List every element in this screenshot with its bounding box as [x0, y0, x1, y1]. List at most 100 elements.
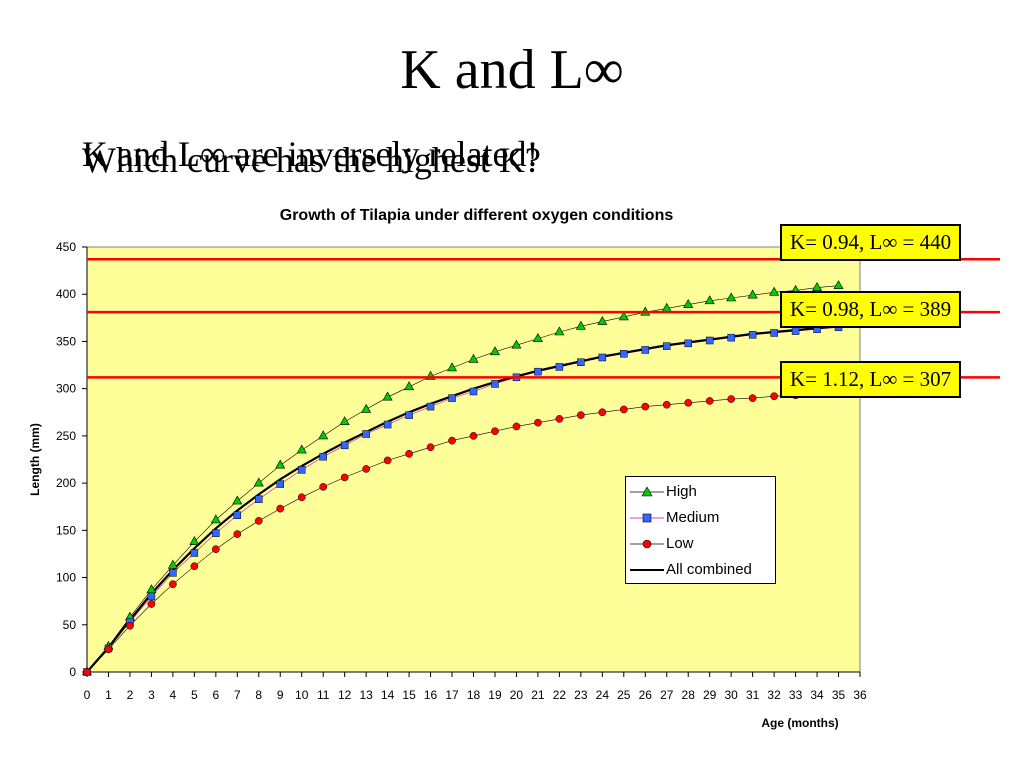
x-tick-label: 23 — [574, 688, 588, 702]
y-tick-label: 100 — [56, 571, 76, 585]
x-tick-label: 17 — [445, 688, 459, 702]
x-tick-label: 21 — [531, 688, 545, 702]
annotation-box-low: K= 1.12, L∞ = 307 — [780, 361, 962, 398]
x-tick-label: 26 — [639, 688, 653, 702]
x-tick-label: 5 — [191, 688, 198, 702]
point-medium — [770, 329, 778, 337]
point-medium — [233, 511, 242, 519]
point-low — [276, 504, 285, 513]
point-low — [405, 449, 413, 458]
series-line-low — [86, 395, 796, 673]
point-low — [684, 398, 693, 407]
point-low — [297, 493, 306, 502]
point-low — [770, 392, 778, 401]
x-tick-label: 34 — [810, 688, 824, 702]
x-tick-label: 13 — [359, 688, 373, 702]
point-medium — [383, 420, 392, 429]
x-tick-label: 11 — [317, 688, 330, 702]
point-high — [253, 477, 264, 487]
point-medium — [684, 339, 692, 348]
point-high — [597, 315, 608, 325]
slide-title: K and L∞ — [400, 39, 624, 101]
x-tick-label: 10 — [295, 688, 309, 702]
point-high — [275, 459, 286, 469]
x-tick-label: 18 — [467, 688, 481, 702]
y-tick-label: 150 — [56, 523, 76, 537]
point-low — [104, 645, 113, 654]
x-tick-label: 2 — [127, 688, 134, 702]
y-tick-label: 400 — [56, 287, 76, 301]
point-low — [233, 530, 242, 538]
point-low — [598, 408, 607, 417]
x-tick-label: 16 — [424, 688, 438, 702]
point-low — [426, 443, 435, 452]
point-high — [833, 280, 844, 290]
x-tick-label: 25 — [617, 688, 631, 702]
point-medium — [663, 342, 671, 350]
point-medium — [705, 336, 714, 345]
y-tick-label: 50 — [63, 618, 77, 632]
x-axis-label: Age (months) — [761, 716, 838, 730]
legend-item-medium: Medium — [626, 505, 775, 531]
chart-legend: High Medium Low All combined — [625, 476, 776, 584]
point-low — [83, 668, 91, 676]
subtitle-inverse-relation: K and L∞ are inversely related! — [82, 134, 539, 174]
x-tick-label: 24 — [596, 688, 610, 702]
x-tick-label: 33 — [789, 688, 803, 702]
chart-title: Growth of Tilapia under different oxygen… — [280, 207, 674, 224]
legend-line-marker-icon — [630, 569, 664, 571]
legend-circle-marker-icon — [630, 539, 664, 549]
point-medium — [448, 394, 456, 402]
point-medium — [340, 441, 349, 450]
x-tick-label: 28 — [682, 688, 696, 702]
point-medium — [297, 466, 306, 474]
point-low — [126, 621, 134, 630]
point-medium — [190, 549, 199, 557]
point-low — [169, 580, 177, 589]
legend-triangle-marker-icon — [630, 486, 664, 497]
y-tick-label: 350 — [56, 334, 76, 348]
y-tick-label: 300 — [56, 382, 76, 396]
x-tick-label: 15 — [402, 688, 416, 702]
y-axis-label: Length (mm) — [28, 423, 42, 496]
point-high — [318, 430, 329, 440]
legend-label-medium: Medium — [666, 509, 720, 526]
legend-item-combined: All combined — [626, 557, 775, 583]
point-low — [383, 456, 392, 465]
y-tick-label: 200 — [56, 476, 76, 490]
point-medium — [319, 452, 327, 461]
point-medium — [255, 495, 263, 503]
legend-label-combined: All combined — [666, 561, 752, 578]
point-low — [147, 600, 156, 608]
legend-item-low: Low — [626, 531, 775, 557]
x-tick-label: 1 — [105, 688, 112, 702]
point-low — [641, 402, 650, 411]
x-tick-label: 3 — [148, 688, 155, 702]
point-high — [726, 292, 737, 302]
x-tick-label: 35 — [832, 688, 846, 702]
point-medium — [362, 430, 370, 438]
legend-label-low: Low — [666, 535, 694, 552]
point-medium — [555, 363, 564, 371]
point-high — [339, 416, 350, 426]
point-low — [619, 405, 628, 414]
point-medium — [727, 333, 735, 342]
x-tick-label: 7 — [234, 688, 241, 702]
point-low — [190, 562, 199, 571]
x-tick-label: 8 — [255, 688, 262, 702]
x-tick-label: 30 — [724, 688, 738, 702]
point-medium — [147, 592, 156, 601]
y-tick-label: 450 — [56, 240, 76, 254]
point-low — [577, 411, 585, 419]
point-low — [512, 422, 521, 431]
point-low — [319, 483, 328, 491]
annotation-box-medium: K= 0.98, L∞ = 389 — [780, 291, 962, 328]
point-low — [705, 397, 714, 405]
point-high — [704, 295, 715, 305]
legend-item-high: High — [626, 479, 775, 505]
point-high — [447, 362, 458, 372]
point-high — [489, 346, 500, 356]
annotation-box-high: K= 0.94, L∞ = 440 — [780, 224, 962, 261]
point-high — [189, 536, 200, 545]
